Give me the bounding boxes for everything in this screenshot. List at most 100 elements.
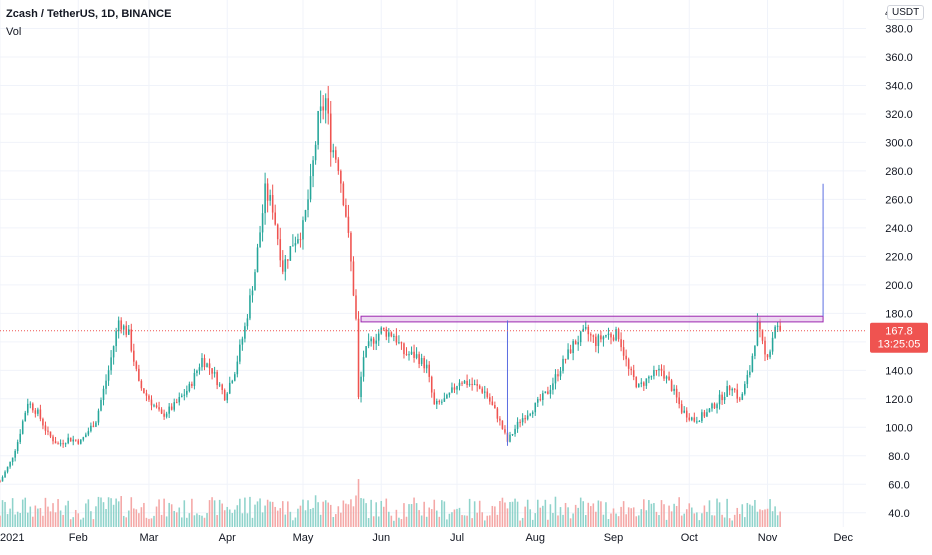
volume-bar bbox=[428, 507, 430, 527]
volume-bar bbox=[680, 515, 683, 527]
candle-body bbox=[74, 439, 77, 441]
candle-body bbox=[726, 386, 728, 397]
candle-body bbox=[281, 260, 284, 272]
volume-bar bbox=[382, 506, 385, 527]
candle-body bbox=[706, 412, 708, 417]
volume-bar bbox=[372, 516, 375, 527]
y-tick-label: 240.0 bbox=[885, 223, 913, 235]
candle-body bbox=[335, 150, 337, 160]
candle-body bbox=[201, 358, 203, 368]
volume-bar bbox=[731, 520, 733, 527]
candle-body bbox=[592, 335, 595, 337]
candle-body bbox=[234, 374, 236, 381]
candle-body bbox=[473, 384, 476, 386]
volume-bar bbox=[425, 516, 428, 527]
candle-body bbox=[761, 329, 764, 341]
volume-bar bbox=[100, 497, 102, 527]
candle-body bbox=[451, 387, 453, 393]
volume-bar bbox=[193, 515, 196, 527]
volume-bar bbox=[239, 498, 241, 527]
volume-bar bbox=[11, 498, 14, 527]
candle-body bbox=[595, 336, 597, 346]
candle-body bbox=[208, 363, 211, 369]
candle-body bbox=[648, 376, 650, 379]
candle-body bbox=[544, 391, 547, 394]
candle-body bbox=[605, 334, 607, 337]
y-tick-label: 380.0 bbox=[885, 23, 913, 35]
volume-bar bbox=[670, 511, 673, 527]
candle-body bbox=[329, 113, 332, 153]
candle-body bbox=[370, 338, 372, 342]
volume-bar bbox=[562, 514, 564, 527]
volume-bar bbox=[410, 504, 413, 527]
volume-label[interactable]: Vol bbox=[6, 26, 22, 38]
candle-body bbox=[529, 414, 531, 416]
candle-body bbox=[405, 354, 408, 356]
volume-bar bbox=[579, 497, 582, 527]
currency-button[interactable]: USDT bbox=[887, 5, 925, 20]
volume-bar bbox=[170, 504, 173, 527]
volume-bar bbox=[491, 505, 494, 527]
y-tick-label: 300.0 bbox=[885, 137, 913, 149]
candle-body bbox=[362, 357, 365, 377]
volume-bar bbox=[95, 506, 97, 527]
volume-bar bbox=[375, 502, 377, 527]
candle-body bbox=[120, 320, 122, 330]
candle-body bbox=[403, 343, 405, 355]
candle-body bbox=[703, 412, 706, 417]
symbol-title[interactable]: Zcash / TetherUS, 1D, BINANCE bbox=[6, 8, 172, 20]
resistance-zone[interactable] bbox=[360, 315, 824, 323]
volume-bar bbox=[52, 503, 54, 527]
volume-bar bbox=[264, 505, 266, 527]
volume-bar bbox=[329, 504, 332, 527]
candle-body bbox=[122, 325, 125, 330]
candle-body bbox=[612, 337, 615, 341]
volume-bar bbox=[685, 509, 688, 527]
candle-body bbox=[433, 392, 436, 405]
volume-bar bbox=[37, 508, 39, 527]
volume-bar bbox=[529, 509, 531, 527]
candle-body bbox=[509, 434, 511, 442]
volume-bar bbox=[393, 520, 395, 527]
volume-bar bbox=[630, 508, 632, 527]
volume-bar bbox=[622, 501, 625, 527]
volume-bar bbox=[186, 517, 188, 527]
candle-body bbox=[552, 383, 554, 390]
volume-bar bbox=[14, 514, 16, 527]
candle-body bbox=[196, 370, 198, 373]
volume-bar bbox=[342, 500, 345, 527]
volume-bar bbox=[468, 498, 471, 527]
volume-bar bbox=[446, 519, 448, 527]
candle-body bbox=[721, 394, 723, 401]
volume-bar bbox=[276, 510, 279, 527]
candle-body bbox=[143, 388, 145, 394]
candle-body bbox=[266, 183, 269, 201]
volume-bar bbox=[241, 513, 244, 527]
volume-bar bbox=[322, 501, 324, 527]
candle-body bbox=[559, 371, 562, 377]
volume-bar bbox=[317, 502, 319, 527]
volume-bar bbox=[231, 513, 234, 527]
volume-bar bbox=[607, 519, 610, 527]
candle-body bbox=[350, 232, 352, 262]
volume-bar bbox=[163, 498, 165, 527]
volume-bar bbox=[756, 511, 759, 527]
candle-body bbox=[501, 420, 504, 430]
candle-body bbox=[37, 409, 39, 414]
candle-body bbox=[155, 405, 158, 408]
volume-bar bbox=[754, 499, 756, 527]
volume-bar bbox=[158, 499, 160, 527]
candle-body bbox=[733, 388, 736, 390]
candle-body bbox=[372, 338, 375, 344]
candle-body bbox=[345, 205, 347, 217]
volume-bar bbox=[74, 509, 77, 527]
y-tick-label: 140.0 bbox=[885, 365, 913, 377]
candle-body bbox=[297, 239, 299, 244]
candle-body bbox=[97, 410, 100, 423]
candle-body bbox=[133, 350, 135, 362]
volume-bar bbox=[554, 496, 557, 527]
volume-bar bbox=[223, 510, 226, 527]
x-tick-label: Jun bbox=[372, 532, 390, 544]
